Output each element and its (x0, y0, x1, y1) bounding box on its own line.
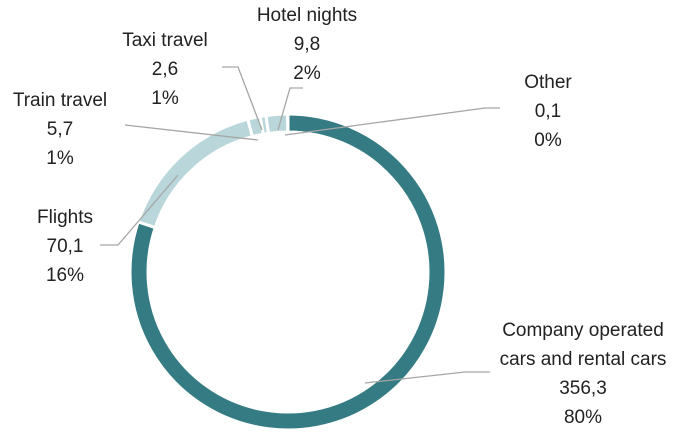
percent-label: 1% (95, 84, 235, 113)
category: Other (498, 68, 598, 97)
value-label: 0,1 (498, 97, 598, 126)
category: Hotel nights (227, 1, 387, 30)
percent-label: 80% (483, 403, 679, 432)
category: Company operated cars and rental cars (483, 316, 679, 374)
value-label: 70,1 (5, 232, 125, 261)
value-label: 2,6 (95, 55, 235, 84)
value-label: 5,7 (0, 115, 130, 144)
percent-label: 16% (5, 261, 125, 290)
donut (130, 114, 446, 430)
value-label: 9,8 (227, 30, 387, 59)
value-label: 356,3 (483, 374, 679, 403)
percent-label: 0% (498, 126, 598, 155)
category: Flights (5, 203, 125, 232)
category: Taxi travel (95, 26, 235, 55)
percent-label: 1% (0, 144, 130, 173)
donut-slice (266, 114, 288, 133)
percent-label: 2% (227, 59, 387, 88)
donut-slice (138, 119, 252, 227)
